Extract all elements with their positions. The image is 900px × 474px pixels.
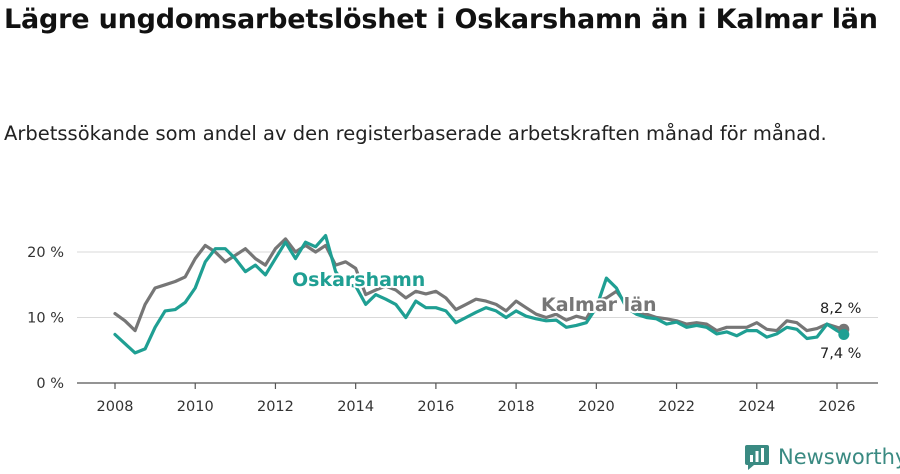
x-tick-label: 2008 (97, 399, 134, 415)
x-tick-label: 2016 (417, 399, 454, 415)
series-end-dot-oskarshamn (838, 329, 850, 341)
x-tick-label: 2018 (498, 399, 535, 415)
x-tick-label: 2014 (337, 399, 374, 415)
y-tick-label: 20 % (27, 245, 64, 261)
x-tick-label: 2020 (578, 399, 615, 415)
newsworthy-brand: Newsworthy (744, 441, 900, 473)
series-line-oskarshamn (113, 234, 846, 355)
x-tick-label: 2022 (658, 399, 695, 415)
x-tick-label: 2010 (177, 399, 214, 415)
y-tick-label: 10 % (27, 311, 64, 327)
series-line-kalmar (113, 237, 846, 333)
end-value-label-oskarshamn: 7,4 % (820, 346, 861, 362)
chart-subtitle: Arbetssökande som andel av den registerb… (4, 122, 827, 145)
brand-name: Newsworthy (778, 445, 900, 469)
x-tick-label: 2012 (257, 399, 294, 415)
y-tick-label: 0 % (36, 376, 64, 392)
bar-chart-logo-icon (745, 445, 769, 470)
x-tick-label: 2026 (819, 399, 856, 415)
line-chart: 0 % 10 % 20 % 2008 2010 2012 2014 2016 2018 2020 2… (27, 234, 878, 415)
x-tick-label: 2024 (738, 399, 775, 415)
series-label-oskarshamn: Oskarshamn (292, 269, 425, 291)
end-value-label-kalmar: 8,2 % (820, 301, 861, 317)
series-label-kalmar: Kalmar län (541, 294, 657, 316)
chart-title: Lägre ungdomsarbetslöshet i Oskarshamn ä… (4, 4, 878, 35)
